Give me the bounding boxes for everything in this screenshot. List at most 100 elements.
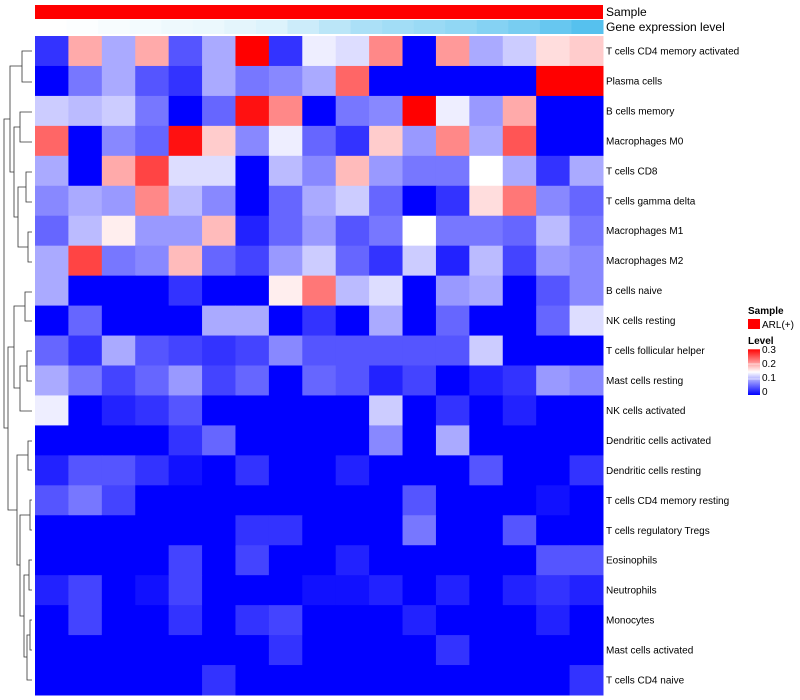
heatmap-cell <box>168 635 203 666</box>
heatmap-cell <box>402 335 437 366</box>
heatmap-cell <box>402 665 437 696</box>
heatmap-cell <box>469 155 504 187</box>
row-label: T cells regulatory Tregs <box>606 526 710 537</box>
heatmap-cell <box>235 635 270 666</box>
heatmap-cell <box>68 245 103 277</box>
legend: Sample ARL(+) Level 0.3 0.2 0.1 0 <box>748 306 794 398</box>
heatmap-cell <box>369 605 404 636</box>
heatmap-cell <box>101 545 136 576</box>
heatmap-cell <box>35 215 69 247</box>
heatmap-cell <box>469 635 504 666</box>
gene-expression-cell <box>350 20 383 34</box>
heatmap-cell <box>35 125 69 157</box>
heatmap-cell <box>402 245 437 277</box>
heatmap-cell <box>569 365 604 396</box>
heatmap-cell <box>168 155 203 187</box>
gene-expression-cell <box>287 20 320 34</box>
heatmap-cell <box>35 575 69 606</box>
heatmap-cell <box>168 665 203 696</box>
heatmap-cell <box>435 245 470 277</box>
heatmap-cell <box>68 65 103 97</box>
heatmap-cell <box>235 425 270 456</box>
heatmap-cell <box>369 275 404 307</box>
heatmap-cell <box>35 455 69 486</box>
heatmap-cell <box>101 275 136 307</box>
heatmap-cell <box>335 485 370 516</box>
heatmap-cell <box>402 635 437 666</box>
heatmap-cell <box>536 275 571 307</box>
heatmap-cell <box>135 395 170 426</box>
heatmap-cell <box>369 545 404 576</box>
heatmap-cell <box>68 36 103 67</box>
gene-expression-cell <box>224 20 257 34</box>
heatmap-cell <box>335 36 370 67</box>
row-label: T cells CD4 naive <box>606 676 685 687</box>
heatmap-cell <box>435 395 470 426</box>
heatmap-cell <box>335 335 370 366</box>
heatmap-cell <box>536 395 571 426</box>
gene-expression-cell <box>161 20 194 34</box>
row-label: Macrophages M1 <box>606 226 684 237</box>
heatmap-cell <box>402 515 437 546</box>
sample-legend-entry: ARL(+) <box>762 320 794 331</box>
row-label: T cells CD8 <box>606 166 658 177</box>
row-label: NK cells resting <box>606 316 675 327</box>
row-label: NK cells activated <box>606 406 685 417</box>
heatmap-cell <box>268 575 303 606</box>
gene-expression-cell <box>445 20 478 34</box>
heatmap-cell <box>35 335 69 366</box>
heatmap-cell <box>135 95 170 127</box>
heatmap-cell <box>469 515 504 546</box>
heatmap-cell <box>68 155 103 187</box>
heatmap-cell <box>202 185 236 217</box>
heatmap-cell <box>435 515 470 546</box>
heatmap-cell <box>469 365 504 396</box>
heatmap-cell <box>469 125 504 157</box>
heatmap-cell <box>402 485 437 516</box>
heatmap-cell <box>101 155 136 187</box>
heatmap-cell <box>536 36 571 67</box>
heatmap-cell <box>335 185 370 217</box>
heatmap-cell <box>135 125 170 157</box>
heatmap-cell <box>502 305 537 337</box>
gene-expression-cell <box>35 20 68 34</box>
heatmap-cell <box>268 665 303 696</box>
heatmap-cell <box>402 425 437 456</box>
heatmap-cell <box>435 275 470 307</box>
heatmap-cell <box>168 545 203 576</box>
heatmap-cell <box>369 425 404 456</box>
heatmap-cell <box>502 275 537 307</box>
heatmap-cell <box>435 65 470 97</box>
heatmap-cell <box>502 605 537 636</box>
heatmap-cell <box>168 425 203 456</box>
heatmap-cell <box>202 36 236 67</box>
heatmap-cell <box>469 275 504 307</box>
heatmap-cell <box>268 125 303 157</box>
row-label: Dendritic cells activated <box>606 436 711 447</box>
heatmap-cell <box>302 36 337 67</box>
heatmap-cell <box>202 395 236 426</box>
heatmap-cell <box>68 605 103 636</box>
heatmap-cell <box>369 335 404 366</box>
heatmap-cell <box>569 215 604 247</box>
heatmap-cell <box>302 215 337 247</box>
sample-annotation-bar <box>35 5 603 19</box>
heatmap-cell <box>369 395 404 426</box>
heatmap-cell <box>369 245 404 277</box>
heatmap-cell <box>469 95 504 127</box>
heatmap-cell <box>469 425 504 456</box>
heatmap-cell <box>502 245 537 277</box>
heatmap-cell <box>335 665 370 696</box>
heatmap-cell <box>335 95 370 127</box>
heatmap-cell <box>569 245 604 277</box>
heatmap-cell <box>35 515 69 546</box>
heatmap-cell <box>235 305 270 337</box>
heatmap-cell <box>101 665 136 696</box>
heatmap-cell <box>101 185 136 217</box>
heatmap-cell <box>435 125 470 157</box>
heatmap-cell <box>68 335 103 366</box>
heatmap-cell <box>369 36 404 67</box>
heatmap-cell <box>101 515 136 546</box>
heatmap-cell <box>569 485 604 516</box>
heatmap-cell <box>502 455 537 486</box>
